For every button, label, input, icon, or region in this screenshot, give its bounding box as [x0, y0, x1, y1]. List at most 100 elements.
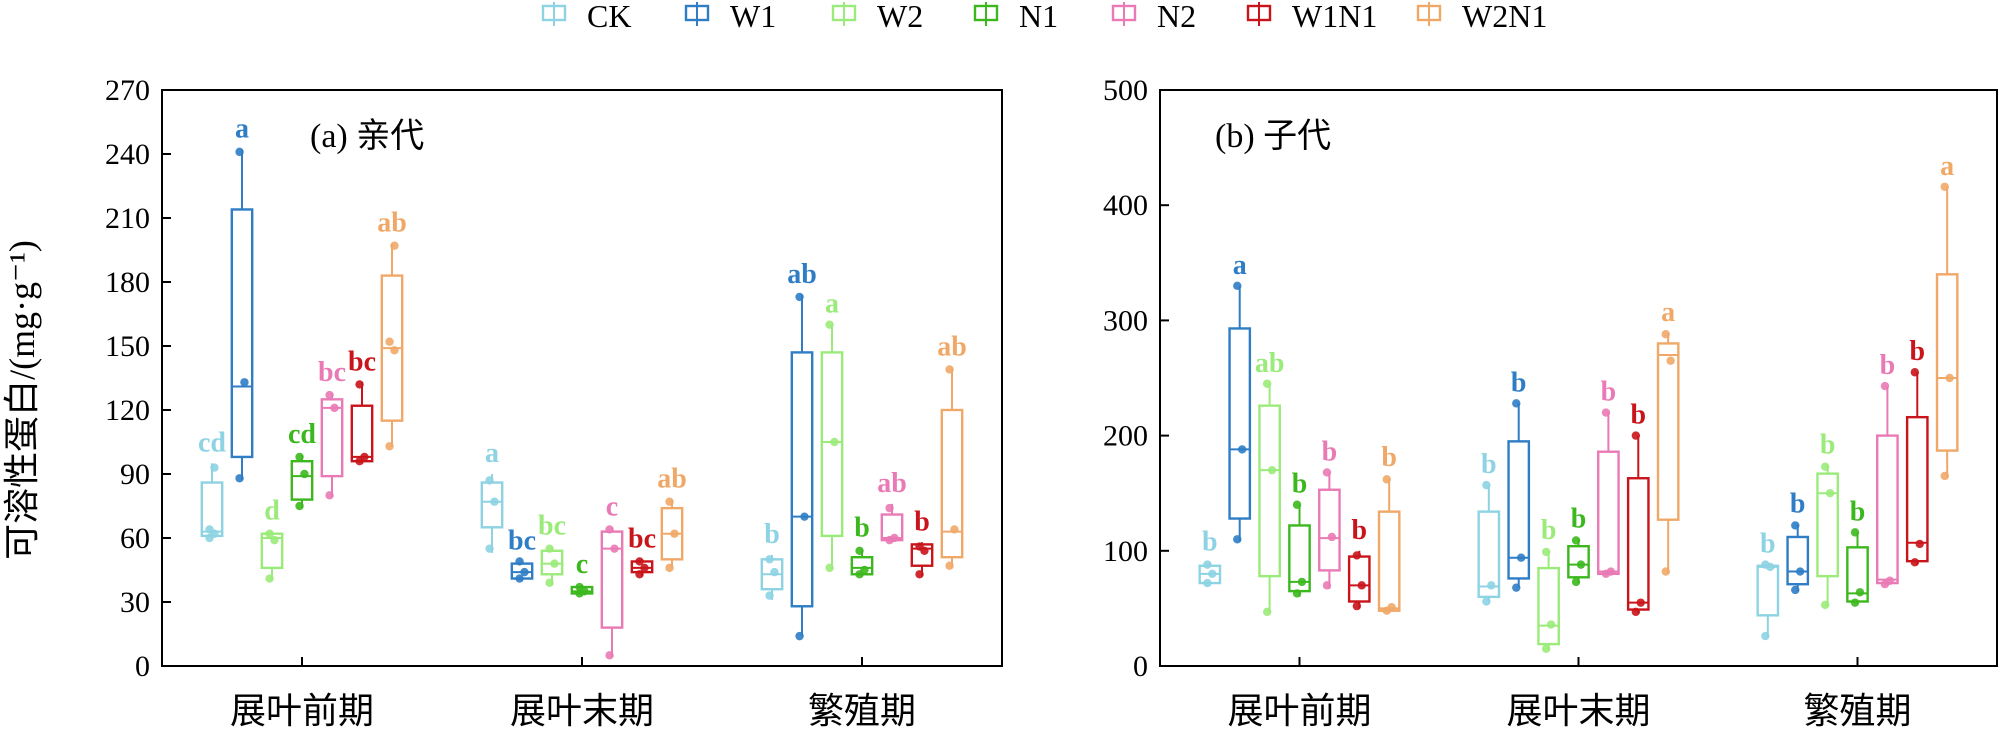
data-point — [1791, 521, 1800, 530]
data-point — [330, 403, 339, 413]
x-category-label: 展叶前期 — [1227, 691, 1371, 731]
box-body — [1816, 472, 1839, 578]
data-point — [1237, 445, 1247, 454]
box-w2: b — [1816, 430, 1839, 610]
data-point — [1661, 567, 1670, 576]
significance-letter: b — [914, 506, 930, 537]
legend-swatch — [1246, 4, 1272, 22]
panel-parent-generation: 0 30 60 90 120 150 180 210 240 270 展叶前期 展叶末期 繁殖期 (a) … — [105, 74, 1003, 731]
data-point — [1352, 551, 1362, 560]
data-point — [945, 365, 954, 374]
y-tick-label: 500 — [1103, 74, 1148, 107]
data-point — [205, 525, 214, 534]
box-n1: c — [570, 549, 594, 598]
box-body — [1786, 535, 1810, 586]
data-point — [550, 559, 559, 568]
data-point — [235, 147, 244, 157]
data-point — [490, 497, 499, 506]
data-point — [1387, 603, 1396, 612]
y-tick-label: 150 — [105, 330, 150, 363]
data-point — [1233, 281, 1242, 291]
data-point — [1571, 577, 1581, 587]
data-point — [795, 292, 804, 302]
box-w2n1: ab — [937, 331, 967, 570]
box-w1n1: bc — [348, 346, 376, 466]
data-point — [1910, 558, 1920, 567]
significance-letter: b — [1880, 350, 1896, 381]
box-body — [1347, 555, 1371, 603]
significance-letter: cd — [288, 419, 316, 450]
significance-letter: b — [1909, 336, 1925, 367]
data-point — [210, 463, 219, 472]
data-point — [635, 557, 644, 566]
data-point — [325, 390, 334, 400]
data-point — [1203, 578, 1212, 588]
box-n1: b — [1846, 496, 1869, 607]
data-point — [1850, 528, 1860, 537]
data-point — [1795, 567, 1805, 576]
y-axis-label: 可溶性蛋白/(mg·g⁻¹) — [2, 240, 42, 560]
data-point — [765, 591, 774, 600]
data-point — [485, 544, 494, 553]
data-point — [635, 570, 644, 579]
box-w1: a — [1228, 250, 1252, 544]
y-tick-label: 240 — [105, 138, 150, 171]
data-point — [915, 570, 924, 579]
panel-title: (b) 子代 — [1215, 118, 1331, 155]
box-w1n1: bc — [628, 523, 656, 579]
significance-letter: ab — [937, 331, 967, 362]
legend-swatch — [1416, 4, 1442, 22]
data-point — [265, 574, 274, 583]
data-point — [1292, 500, 1302, 509]
data-point — [1516, 553, 1526, 562]
box-body — [1228, 327, 1252, 520]
data-point — [1850, 598, 1860, 607]
y-tick-label: 60 — [120, 522, 150, 555]
box-w1: b — [1507, 367, 1531, 592]
box-w1: ab — [787, 259, 817, 641]
data-point — [1820, 600, 1830, 610]
legend-swatch — [973, 4, 999, 22]
data-point — [860, 565, 869, 575]
box-n2: b — [1876, 350, 1899, 589]
data-point — [1541, 547, 1551, 557]
box-body — [1477, 510, 1501, 599]
box-body — [790, 351, 814, 608]
legend-label: N2 — [1157, 0, 1196, 34]
legend-label: W2N1 — [1462, 0, 1547, 34]
data-point — [885, 503, 894, 513]
y-tick-label: 270 — [105, 74, 150, 107]
data-point — [890, 533, 899, 543]
data-point — [1761, 560, 1770, 569]
y-tick-label: 210 — [105, 202, 150, 235]
box-body — [1597, 450, 1620, 576]
data-point — [1576, 560, 1586, 569]
data-point — [545, 544, 554, 553]
data-point — [1352, 601, 1362, 611]
box-w2: d — [260, 496, 284, 583]
x-category-label: 展叶前期 — [230, 691, 374, 731]
x-category-label: 繁殖期 — [1803, 691, 1911, 731]
box-ck: b — [760, 519, 784, 600]
legend-label: N1 — [1019, 0, 1058, 34]
significance-letter: b — [764, 519, 780, 550]
legend-item-w2: W2 — [831, 0, 923, 34]
data-point — [360, 452, 369, 462]
data-point — [1208, 569, 1217, 579]
significance-letter: b — [1381, 442, 1397, 473]
data-point — [1666, 356, 1675, 365]
box-body — [290, 460, 314, 501]
data-point — [640, 563, 649, 573]
box-body — [350, 404, 374, 463]
data-point — [1820, 462, 1830, 471]
y-tick-label: 30 — [120, 586, 150, 619]
box-ck: b — [1198, 526, 1222, 588]
significance-letter: b — [1351, 515, 1367, 546]
data-point — [1512, 583, 1521, 592]
box-w2: b — [1537, 515, 1560, 653]
significance-letter: ab — [377, 208, 407, 239]
data-point — [1233, 535, 1242, 544]
significance-letter: a — [1940, 151, 1954, 182]
